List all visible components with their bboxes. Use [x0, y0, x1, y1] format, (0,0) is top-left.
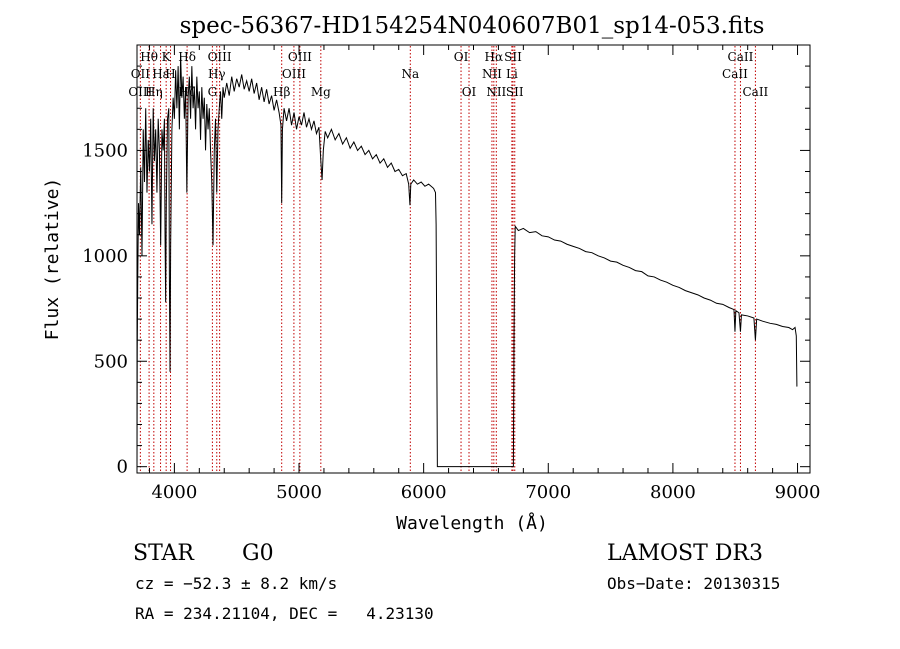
- spectral-line-label: Na: [401, 67, 419, 81]
- spectral-line-label: OIII: [128, 85, 152, 99]
- spectral-line-label: OIII: [288, 50, 312, 64]
- spectral-line-label: OIII: [282, 67, 306, 81]
- object-class: STAR: [133, 541, 195, 566]
- spectral-line-label: NII: [482, 67, 502, 81]
- spectral-line-label: Li: [506, 67, 518, 81]
- spectral-line-label: OI: [462, 85, 477, 99]
- coordinates-info: RA = 234.21104, DEC = 4.23130: [135, 604, 434, 623]
- spectral-line-label: H: [165, 67, 175, 81]
- y-tick-label: 1500: [82, 140, 128, 161]
- spectral-line-label: Hβ: [273, 85, 290, 99]
- spectral-line-label: Hε: [152, 67, 169, 81]
- spectral-line-label: Hη: [145, 85, 163, 99]
- x-tick-label: 5000: [276, 482, 322, 503]
- spectral-line-label: OIII: [208, 50, 232, 64]
- flux-series-line: [136, 55, 798, 468]
- spectral-line-label: CaII: [722, 67, 748, 81]
- y-tick-label: 500: [94, 351, 128, 372]
- spectral-line-markers: [139, 46, 756, 473]
- x-tick-label: 8000: [650, 482, 696, 503]
- spectral-line-label: Hθ: [140, 50, 158, 64]
- axis-ticks: [137, 45, 810, 473]
- spectral-line-label: SII: [506, 85, 524, 99]
- spectral-line-label: CaII: [742, 85, 768, 99]
- y-tick-labels: 0 500 1000 1500: [82, 140, 128, 477]
- x-tick-label: 4000: [151, 482, 197, 503]
- spectral-line-label: Hγ: [208, 67, 226, 81]
- x-tick-label: 6000: [401, 482, 447, 503]
- y-tick-label: 0: [117, 457, 128, 478]
- x-tick-label: 7000: [525, 482, 571, 503]
- chart-title: spec-56367-HD154254N040607B01_sp14-053.f…: [180, 13, 765, 39]
- observation-date: Obs−Date: 20130315: [607, 574, 780, 593]
- object-subclass: G0: [242, 541, 274, 566]
- plot-frame: [136, 44, 811, 474]
- spectral-line-label: G: [208, 85, 218, 99]
- spectral-line-label: Hα: [485, 50, 504, 64]
- spectral-line-label: CaII: [728, 50, 754, 64]
- spectral-line-label: OI: [454, 50, 469, 64]
- spectral-line-label: K: [162, 50, 172, 64]
- y-tick-label: 1000: [82, 246, 128, 267]
- spectral-line-label: Mg: [311, 85, 331, 99]
- x-tick-labels: 4000 5000 6000 7000 8000 9000: [151, 482, 820, 503]
- redshift-info: cz = −52.3 ± 8.2 km/s: [135, 574, 337, 593]
- spectral-line-label: SII: [504, 50, 522, 64]
- spectral-line-label: NII: [486, 85, 506, 99]
- survey-name: LAMOST DR3: [607, 541, 763, 566]
- x-tick-label: 9000: [775, 482, 821, 503]
- spectral-line-label: OII: [131, 67, 151, 81]
- x-axis-label: Wavelength (Å): [396, 512, 548, 534]
- spectral-line-label: Hδ: [178, 50, 196, 64]
- y-axis-label: Flux (relative): [42, 178, 63, 341]
